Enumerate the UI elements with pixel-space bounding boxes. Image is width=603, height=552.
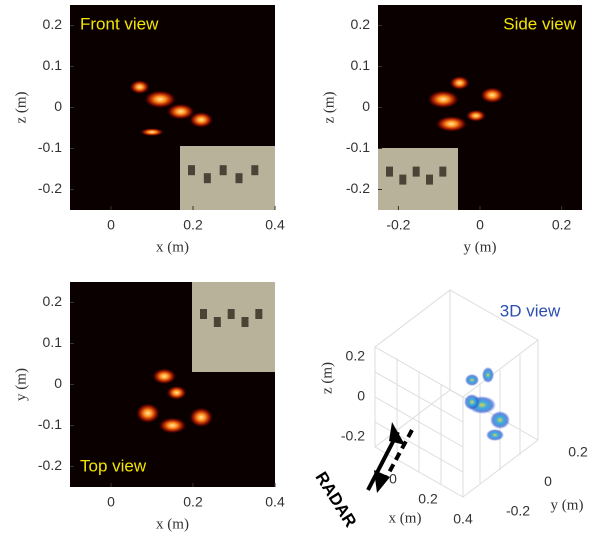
blob-3d xyxy=(464,394,480,410)
photo-detail xyxy=(203,173,211,184)
radar-arrowhead xyxy=(389,422,405,445)
y-tick-label: 0.2 xyxy=(43,293,63,309)
blob-3d xyxy=(490,411,510,429)
heat-blob xyxy=(449,75,470,90)
y-tick-label: -0.2 xyxy=(38,457,62,473)
annotation: RADAR xyxy=(312,468,361,530)
x-tick-label: 0 xyxy=(389,471,397,487)
heat-blob xyxy=(166,385,187,400)
y-tick-label: -0.2 xyxy=(38,180,62,196)
panel-title: Front view xyxy=(80,14,159,33)
x-tick-label: 0.2 xyxy=(418,491,438,507)
photo-detail xyxy=(439,166,447,177)
photo-detail xyxy=(219,165,227,176)
photo-detail xyxy=(386,166,393,177)
heat-blob xyxy=(189,111,214,128)
x-axis-label: y (m) xyxy=(464,239,497,255)
heat-blob xyxy=(135,403,160,424)
heat-blob xyxy=(140,128,164,137)
y-tick-label: 0.2 xyxy=(568,444,588,460)
photo-detail xyxy=(399,174,407,185)
heat-blob xyxy=(480,87,505,104)
blob-3d xyxy=(482,367,494,383)
y-tick-label: 0.2 xyxy=(43,16,63,32)
z-tick-label: -0.2 xyxy=(341,428,365,444)
x-tick-label: 0.2 xyxy=(183,217,203,233)
y-tick-label: 0.2 xyxy=(351,16,371,32)
x-tick-label: 0 xyxy=(107,217,115,233)
photo-detail xyxy=(188,165,195,176)
blob-3d xyxy=(486,429,504,441)
heat-blob xyxy=(166,103,195,120)
photo-detail xyxy=(426,174,433,185)
x-tick-label: 0.4 xyxy=(265,217,285,233)
y-tick-label: 0.1 xyxy=(43,334,63,350)
x-tick-label: 0.4 xyxy=(453,511,473,527)
y-tick-label: -0.1 xyxy=(38,416,62,432)
z-tick-label: 0.2 xyxy=(346,348,366,364)
photo-detail xyxy=(213,317,221,327)
inset-photo xyxy=(378,148,458,210)
heat-blob xyxy=(144,90,177,109)
y-axis-label: z (m) xyxy=(321,91,337,123)
x-tick-label: 0.2 xyxy=(552,217,572,233)
y-tick-label: 0 xyxy=(54,375,62,391)
x-tick-label: -0.2 xyxy=(386,217,410,233)
y-tick-label: 0 xyxy=(362,98,370,114)
x-tick-label: 0 xyxy=(107,494,115,510)
y-tick-label: 0.1 xyxy=(351,57,371,73)
wireframe xyxy=(374,289,539,498)
inset-photo xyxy=(180,146,275,210)
heat-blob xyxy=(152,368,177,385)
inset-photo xyxy=(192,282,275,372)
blob-3d xyxy=(465,374,479,386)
z-tick-label: 0 xyxy=(357,388,365,404)
y-axis-label: y (m) xyxy=(13,368,29,401)
heat-blob xyxy=(427,90,460,109)
x-tick-label: 0 xyxy=(476,217,484,233)
x-axis-label: x (m) xyxy=(389,510,422,526)
photo-detail xyxy=(412,166,420,177)
radar-arrow-dashed xyxy=(383,429,414,481)
heat-blob xyxy=(189,407,214,428)
heat-blob xyxy=(465,109,486,122)
heat-blob xyxy=(158,417,187,434)
y-tick-label: -0.2 xyxy=(506,503,530,519)
y-tick-label: -0.2 xyxy=(346,180,370,196)
panel-title: Side view xyxy=(503,14,576,33)
y-tick-label: -0.1 xyxy=(38,139,62,155)
photo-detail xyxy=(255,309,263,319)
x-tick-label: 0.2 xyxy=(183,494,203,510)
y-tick-label: -0.1 xyxy=(346,139,370,155)
heat-blob xyxy=(129,80,150,94)
photo-detail xyxy=(235,173,243,184)
photo-detail xyxy=(227,309,235,319)
panel-title: Top view xyxy=(80,456,147,475)
panel-title: 3D view xyxy=(500,301,561,320)
x-axis-label: x (m) xyxy=(156,239,189,255)
y-tick-label: 0 xyxy=(54,98,62,114)
y-axis-label: z (m) xyxy=(13,91,29,123)
x-tick-label: 0.4 xyxy=(265,494,285,510)
photo-detail xyxy=(241,317,249,327)
photo-detail xyxy=(200,309,207,319)
y-tick-label: 0.1 xyxy=(43,57,63,73)
z-axis-label: z (m) xyxy=(319,362,335,394)
photo-detail xyxy=(251,165,259,176)
y-tick-label: 0 xyxy=(544,473,552,489)
y-axis-label: y (m) xyxy=(551,497,584,513)
radar-arrowhead xyxy=(374,470,390,493)
heat-blob xyxy=(435,115,468,132)
x-axis-label: x (m) xyxy=(156,516,189,532)
